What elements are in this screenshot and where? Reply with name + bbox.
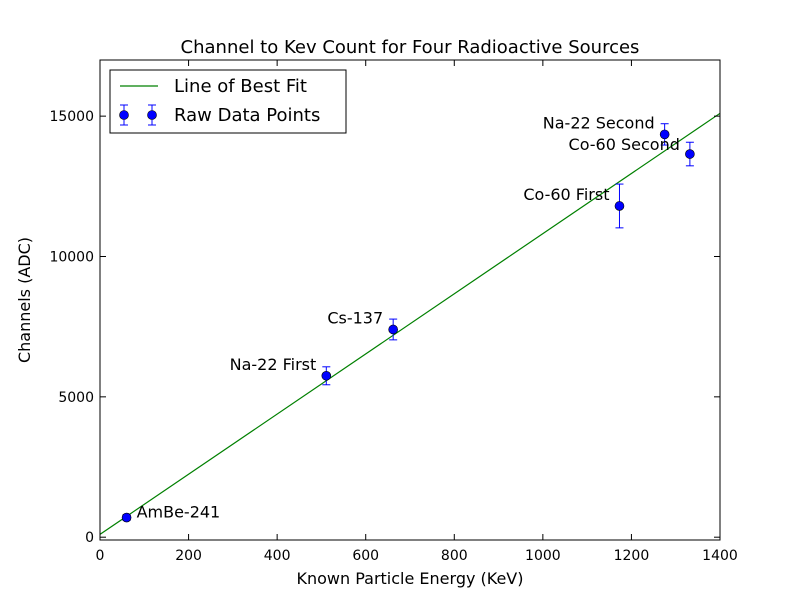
point-marker: [121, 512, 132, 523]
x-tick-label: 1200: [614, 548, 650, 564]
data-point-1: Na-22 First: [230, 355, 332, 386]
legend-box: [109, 69, 347, 134]
x-axis-label: Known Particle Energy (KeV): [296, 569, 523, 588]
x-tick-label: 800: [441, 548, 468, 564]
y-tick-label: 15000: [49, 109, 94, 125]
point-marker: [685, 149, 695, 159]
data-point-2: Cs-137: [327, 308, 398, 341]
plot-frame: [99, 59, 721, 541]
legend-entry-raw-data: Raw Data Points: [174, 105, 320, 126]
data-point-4: Na-22 Second: [543, 113, 670, 146]
point-label: AmBe-241: [137, 503, 221, 522]
y-tick-label: 5000: [58, 390, 94, 406]
x-tick-label: 600: [352, 548, 379, 564]
legend: Line of Best Fit Raw Data Points: [109, 69, 347, 134]
y-tick-label: 0: [85, 530, 94, 546]
point-marker: [321, 370, 332, 381]
legend-marker-swatch: [119, 104, 157, 126]
x-tick-label: 400: [264, 548, 291, 564]
point-label: Co-60 First: [523, 185, 609, 204]
data-point-0: AmBe-241: [121, 503, 221, 523]
x-tick-label: 0: [96, 548, 105, 564]
point-label: Na-22 Second: [543, 113, 655, 132]
point-marker: [659, 129, 670, 140]
y-axis-label: Channels (ADC): [15, 237, 34, 363]
axis-ticks: 0 200 400 600 800 1000 1200 1400 0 5000 10000 15000: [49, 60, 738, 564]
point-marker: [388, 324, 398, 335]
point-label: Cs-137: [327, 308, 383, 327]
x-tick-label: 200: [175, 548, 202, 564]
x-tick-label: 1400: [702, 548, 738, 564]
plot-area: AmBe-241 Na-22 First Cs-137 Co-60 First Na-2…: [100, 112, 720, 535]
point-label: Co-60 Second: [569, 135, 680, 154]
point-label: Na-22 First: [230, 355, 317, 374]
legend-entry-best-fit: Line of Best Fit: [174, 76, 307, 97]
chart-title: Channel to Kev Count for Four Radioactiv…: [181, 37, 640, 58]
best-fit-line: [100, 112, 720, 535]
data-point-3: Co-60 First: [523, 183, 625, 229]
point-marker: [614, 201, 625, 211]
x-tick-label: 1000: [525, 548, 561, 564]
data-point-5: Co-60 Second: [569, 135, 695, 167]
y-tick-label: 10000: [49, 249, 94, 265]
